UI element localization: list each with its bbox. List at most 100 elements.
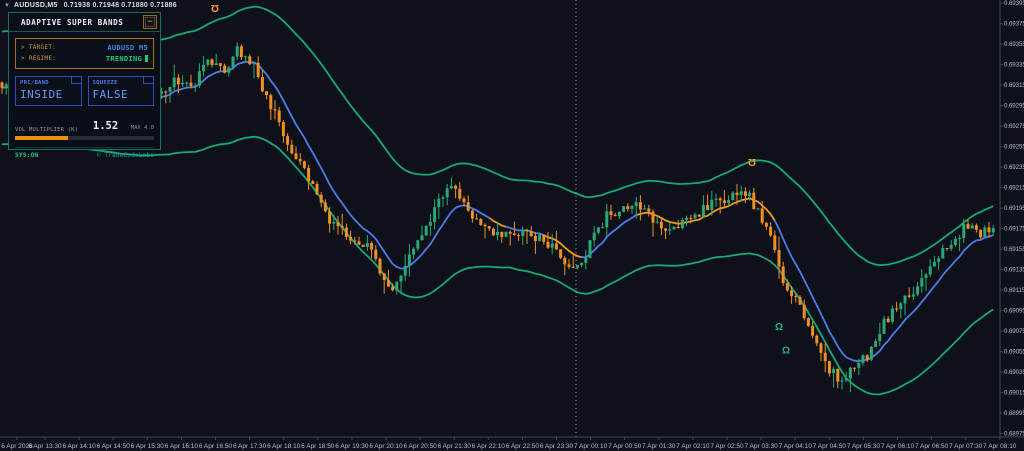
lower-band-line <box>1 135 994 396</box>
price-axis-label: 0.69215 <box>1004 185 1024 192</box>
vol-multiplier-max: MAX 4.0 <box>130 125 154 131</box>
regime-value: TRENDING <box>106 55 148 63</box>
buy-signal-icon: Ω <box>782 346 790 357</box>
time-axis-label: 7 Apr 06:50 <box>915 443 949 450</box>
time-axis-label: 7 Apr 01:30 <box>642 443 676 450</box>
price-axis-label: 0.69195 <box>1004 205 1024 212</box>
panel-footer: SYS:ON © TradeCodeLabs <box>15 147 154 159</box>
time-axis-label: 6 Apr 18:50 <box>301 443 335 450</box>
time-axis-label: 6 Apr 20:50 <box>403 443 437 450</box>
box-notch <box>143 76 154 84</box>
squeeze-label: SQUEEZE <box>92 80 118 86</box>
buy-signal-icon: Ω <box>775 322 783 333</box>
time-axis-label: 7 Apr 04:50 <box>813 443 847 450</box>
price-axis-label: 0.69255 <box>1004 144 1024 151</box>
vol-multiplier-value: 1.52 <box>92 120 119 132</box>
time-axis-label: 7 Apr 00:50 <box>608 443 642 450</box>
adaptive-ma-line <box>773 220 994 363</box>
sell-signal-icon: Ω <box>211 2 219 13</box>
time-axis-label: 7 Apr 07:30 <box>949 443 983 450</box>
ohlc-values: 0.71938 0.71948 0.71880 0.71886 <box>63 2 177 9</box>
price-axis-label: 0.69095 <box>1004 308 1024 315</box>
adaptive-ma-line <box>505 225 545 236</box>
price-axis-label: 0.68995 <box>1004 410 1024 417</box>
price-axis-label: 0.69355 <box>1004 41 1024 48</box>
time-axis-label: 6 Apr 16:10 <box>165 443 199 450</box>
vol-progress-track <box>15 136 154 140</box>
target-regime-box: > TARGET: AUDUSD M5 > REGIME: TRENDING <box>15 38 154 69</box>
time-axis-label: 6 Apr 14:10 <box>62 443 96 450</box>
symbol-timeframe-label: AUDUSD,M5 <box>14 2 58 9</box>
bands-layer <box>1 5 994 396</box>
price-axis-label: 0.69175 <box>1004 226 1024 233</box>
regime-indicator-bar <box>145 55 148 62</box>
time-axis-label: 6 Apr 22:50 <box>506 443 540 450</box>
price-axis[interactable]: 0.69395 0.69375 0.69355 0.69335 0.69315 0.692… <box>1000 0 1024 438</box>
price-axis-label: 0.69015 <box>1004 390 1024 397</box>
adaptive-ma-line <box>636 197 776 225</box>
time-axis-label: 6 Apr 14:50 <box>97 443 131 450</box>
time-axis-label: 7 Apr 00:10 <box>574 443 608 450</box>
price-axis-label: 0.69275 <box>1004 123 1024 130</box>
squeeze-value: FALSE <box>92 88 129 101</box>
vol-multiplier-row: VOL MULTIPLIER (K) 1.52 MAX 4.0 <box>15 114 154 133</box>
price-axis-label: 0.69395 <box>1004 0 1024 7</box>
price-axis-label: 0.69075 <box>1004 328 1024 335</box>
price-axis-label: 0.69155 <box>1004 246 1024 253</box>
panel-minimize-button[interactable]: − <box>143 15 157 29</box>
time-axis-label: 6 Apr 20:10 <box>369 443 403 450</box>
time-axis-label: 6 Apr 16:50 <box>199 443 233 450</box>
regime-row: > REGIME: TRENDING <box>21 53 148 64</box>
time-axis-label: 6 Apr 13:30 <box>28 443 62 450</box>
price-axis-label: 0.69315 <box>1004 82 1024 89</box>
time-axis-label: 6 Apr 15:30 <box>131 443 165 450</box>
time-axis-label: 6 Apr 17:30 <box>233 443 267 450</box>
price-axis-label: 0.68975 <box>1004 431 1024 438</box>
price-axis-label: 0.69235 <box>1004 164 1024 171</box>
prc-band-label: PRC/BAND <box>20 80 49 86</box>
time-axis-label: 6 Apr 18:10 <box>267 443 301 450</box>
status-boxes-row: PRC/BAND INSIDE SQUEEZE FALSE <box>15 76 154 106</box>
regime-label: > REGIME: <box>21 55 57 62</box>
time-axis-label: 7 Apr 02:50 <box>710 443 744 450</box>
time-axis-label: 6 Apr 19:30 <box>335 443 369 450</box>
price-axis-label: 0.69115 <box>1004 287 1024 294</box>
vol-multiplier-values: 1.52 MAX 4.0 <box>93 114 154 133</box>
time-axis-label: 6 Apr 2026 <box>1 443 33 450</box>
sys-status: SYS:ON <box>15 152 39 159</box>
copyright-label: © TradeCodeLabs <box>96 152 154 159</box>
time-axis-label: 7 Apr 08:10 <box>983 443 1017 450</box>
regime-value-text: TRENDING <box>105 54 142 63</box>
prc-band-box: PRC/BAND INSIDE <box>15 76 82 106</box>
squeeze-box: SQUEEZE FALSE <box>87 76 154 106</box>
price-axis-label: 0.69035 <box>1004 369 1024 376</box>
price-axis-label: 0.69055 <box>1004 349 1024 356</box>
sell-signal-icon: Ω <box>748 156 756 167</box>
time-axis-label: 7 Apr 06:10 <box>881 443 915 450</box>
time-axis-label: 7 Apr 05:30 <box>847 443 881 450</box>
vol-multiplier-label: VOL MULTIPLIER (K) <box>15 127 79 133</box>
target-row: > TARGET: AUDUSD M5 <box>21 42 148 53</box>
time-axis-label: 7 Apr 03:30 <box>744 443 778 450</box>
adaptive-super-bands-panel: ADAPTIVE SUPER BANDS − > TARGET: AUDUSD … <box>8 12 161 159</box>
time-axis-label: 6 Apr 21:30 <box>438 443 472 450</box>
target-label: > TARGET: <box>21 44 57 51</box>
price-axis-label: 0.69375 <box>1004 21 1024 28</box>
panel-header[interactable]: ADAPTIVE SUPER BANDS − <box>9 13 160 32</box>
chart-title: ▼ AUDUSD,M5 0.71938 0.71948 0.71880 0.71… <box>4 2 177 9</box>
price-axis-label: 0.69135 <box>1004 267 1024 274</box>
vol-progress-fill <box>15 136 68 140</box>
time-axis-label: 6 Apr 22:10 <box>472 443 506 450</box>
price-axis-label: 0.69335 <box>1004 62 1024 69</box>
time-axis-label: 7 Apr 04:10 <box>779 443 813 450</box>
upper-band-line <box>1 5 994 267</box>
adaptive-ma-line <box>543 234 582 259</box>
window-marker-icon: ▼ <box>4 3 11 9</box>
time-axis-label: 6 Apr 23:30 <box>540 443 574 450</box>
prc-band-value: INSIDE <box>20 88 63 101</box>
price-axis-label: 0.69295 <box>1004 103 1024 110</box>
signal-markers-layer: Ω Ω Ω Ω <box>211 2 790 356</box>
